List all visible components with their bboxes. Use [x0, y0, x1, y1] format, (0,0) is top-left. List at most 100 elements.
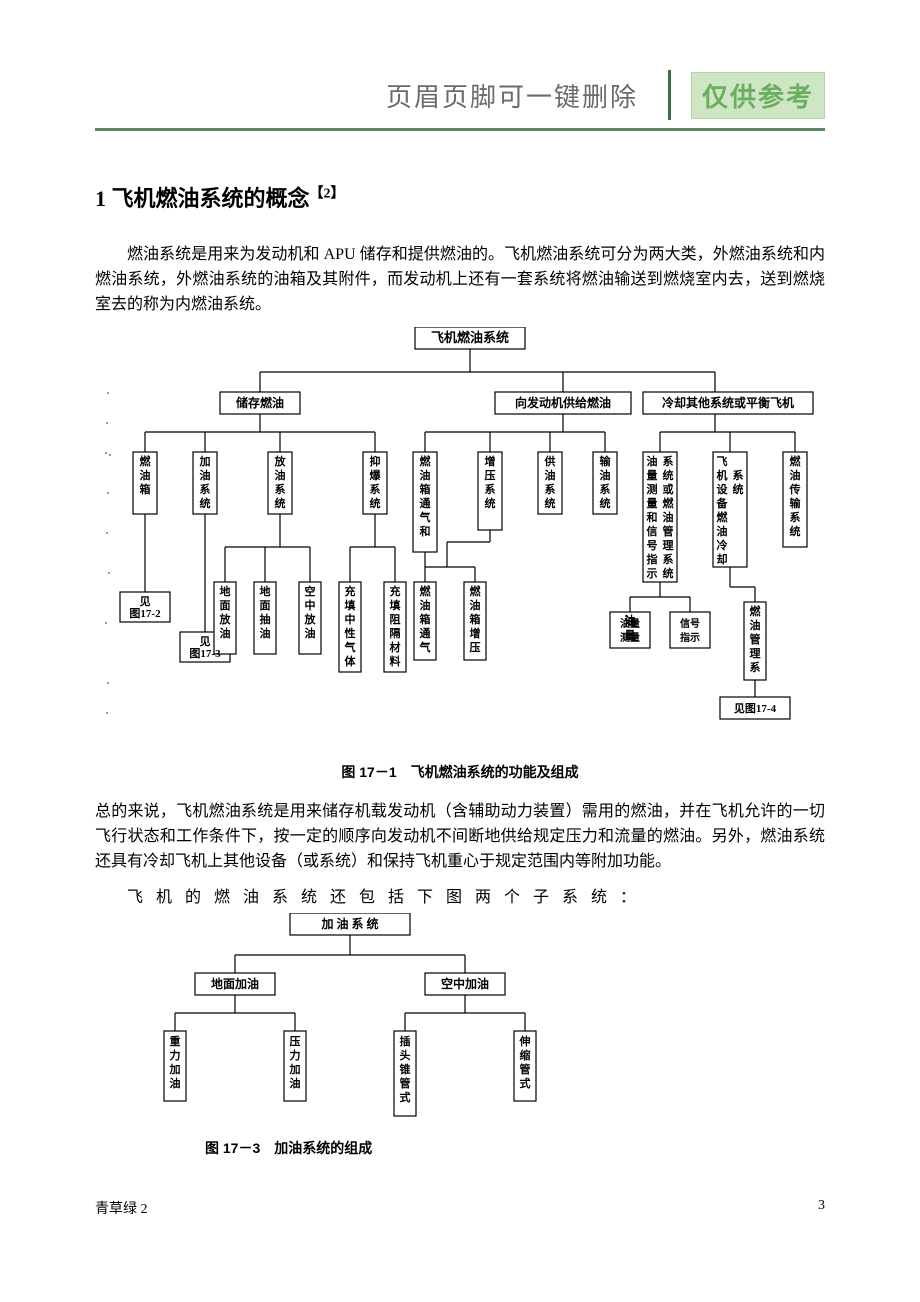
svg-text:气: 气: [344, 640, 356, 654]
svg-text:阻: 阻: [390, 612, 401, 626]
svg-text:油: 油: [220, 626, 231, 640]
svg-text:加: 加: [199, 454, 211, 468]
svg-text:量: 量: [647, 497, 658, 510]
svg-text:地: 地: [260, 584, 271, 598]
paragraph-3: 飞机的燃油系统还包括下图两个子系统：: [95, 883, 825, 907]
svg-text:压: 压: [485, 468, 496, 482]
svg-text:箱: 箱: [420, 482, 431, 496]
svg-text:式: 式: [520, 1076, 531, 1090]
svg-text:油: 油: [140, 468, 151, 482]
svg-text:重: 重: [170, 1034, 181, 1048]
page-footer: 青草绿 2 3: [95, 1198, 825, 1218]
svg-text:材: 材: [390, 640, 401, 654]
svg-text:中: 中: [305, 598, 316, 612]
svg-text:油: 油: [470, 598, 481, 612]
svg-text:设: 设: [717, 482, 729, 496]
svg-text:信号: 信号: [680, 617, 700, 630]
svg-text:抽: 抽: [260, 612, 271, 626]
svg-text:填: 填: [390, 598, 401, 612]
svg-text:箱: 箱: [140, 482, 151, 496]
svg-text:充: 充: [390, 584, 401, 598]
svg-text:测: 测: [647, 482, 658, 496]
svg-text:统: 统: [545, 496, 556, 510]
svg-text:统: 统: [790, 524, 801, 538]
svg-text:空: 空: [305, 584, 316, 598]
svg-text:油: 油: [545, 468, 556, 482]
svg-text:系: 系: [750, 660, 761, 674]
svg-text:向发动机供给燃油: 向发动机供给燃油: [515, 395, 611, 410]
svg-text:冷却其他系统或平衡飞机: 冷却其他系统或平衡飞机: [662, 395, 794, 410]
svg-text:系: 系: [200, 482, 211, 496]
svg-text:油: 油: [750, 618, 761, 632]
svg-text:系: 系: [663, 454, 674, 468]
svg-text:图17-3: 图17-3: [189, 647, 221, 660]
svg-text:油: 油: [420, 468, 431, 482]
svg-text:燃: 燃: [419, 454, 432, 468]
svg-text:和: 和: [647, 510, 658, 524]
svg-text:统: 统: [370, 496, 381, 510]
svg-text:体: 体: [345, 654, 357, 668]
svg-text:油: 油: [663, 510, 674, 524]
svg-text:放: 放: [274, 454, 287, 468]
svg-text:燃: 燃: [789, 454, 802, 468]
svg-text:伸: 伸: [519, 1034, 531, 1048]
svg-text:传: 传: [789, 482, 801, 496]
svg-text:增: 增: [485, 454, 496, 468]
svg-text:油: 油: [305, 626, 316, 640]
svg-text:备: 备: [716, 496, 729, 510]
svg-text:系: 系: [545, 482, 556, 496]
svg-text:油量: 油量: [620, 617, 640, 630]
svg-text:力: 力: [290, 1048, 301, 1062]
svg-text:储存燃油: 储存燃油: [236, 395, 284, 410]
svg-text:统: 统: [663, 566, 674, 580]
svg-text:油: 油: [260, 626, 271, 640]
page-header: 页眉页脚可一键删除 仅供参考: [95, 70, 825, 120]
svg-text:油: 油: [170, 1076, 181, 1090]
paragraph-1: 燃油系统是用来为发动机和 APU 储存和提供燃油的。飞机燃油系统可分为两大类，外…: [95, 243, 825, 317]
svg-text:气: 气: [419, 510, 431, 524]
svg-text:理: 理: [750, 647, 761, 660]
svg-text:系: 系: [370, 482, 381, 496]
svg-text:系: 系: [663, 552, 674, 566]
margin-specks: [105, 382, 111, 722]
svg-text:箱: 箱: [470, 612, 481, 626]
svg-text:管: 管: [750, 632, 761, 646]
svg-text:性: 性: [345, 626, 356, 640]
fig2-svg: 加 油 系 统 地面加油 空中加油 重力加油 压力加油 插头锥管式 伸缩管式: [135, 913, 555, 1133]
svg-text:机: 机: [717, 468, 728, 482]
svg-text:系: 系: [733, 468, 744, 482]
svg-text:却: 却: [717, 552, 728, 566]
svg-text:通: 通: [420, 497, 431, 510]
section-number: 1: [95, 186, 106, 211]
svg-text:示: 示: [646, 567, 658, 580]
fig2-caption: 图 17－3 加油系统的组成: [205, 1138, 825, 1158]
svg-text:爆: 爆: [370, 468, 382, 482]
svg-text:指: 指: [647, 552, 658, 566]
svg-text:油: 油: [275, 468, 286, 482]
svg-text:面: 面: [220, 599, 231, 612]
svg-text:燃: 燃: [139, 454, 152, 468]
svg-text:信: 信: [647, 524, 658, 538]
svg-text:油: 油: [790, 468, 801, 482]
svg-text:插: 插: [400, 1034, 411, 1048]
svg-text:见: 见: [140, 595, 151, 608]
svg-text:输: 输: [790, 496, 802, 510]
svg-text:缩: 缩: [520, 1048, 531, 1062]
section-title: 飞机燃油系统的概念: [112, 186, 310, 211]
svg-text:加: 加: [169, 1062, 181, 1076]
svg-text:飞: 飞: [717, 455, 728, 468]
fig1-svg: 飞机燃油系统 储存燃油 向发动机供给燃油 冷却其他系统或平衡飞机: [95, 327, 825, 757]
svg-text:空中加油: 空中加油: [441, 976, 489, 991]
svg-text:见: 见: [200, 635, 211, 648]
svg-text:式: 式: [400, 1090, 411, 1104]
svg-text:抑: 抑: [370, 454, 381, 468]
figure-17-3: 加 油 系 统 地面加油 空中加油 重力加油 压力加油 插头锥管式 伸缩管式 图…: [135, 913, 825, 1158]
svg-text:统: 统: [485, 496, 496, 510]
svg-text:隔: 隔: [390, 626, 401, 640]
svg-text:填: 填: [345, 598, 356, 612]
svg-text:压: 压: [290, 1034, 301, 1048]
footer-left: 青草绿 2: [95, 1198, 148, 1218]
svg-text:测量: 测量: [620, 631, 640, 644]
figure-17-1: 飞机燃油系统 储存燃油 向发动机供给燃油 冷却其他系统或平衡飞机: [95, 327, 825, 782]
svg-text:统: 统: [733, 482, 744, 496]
